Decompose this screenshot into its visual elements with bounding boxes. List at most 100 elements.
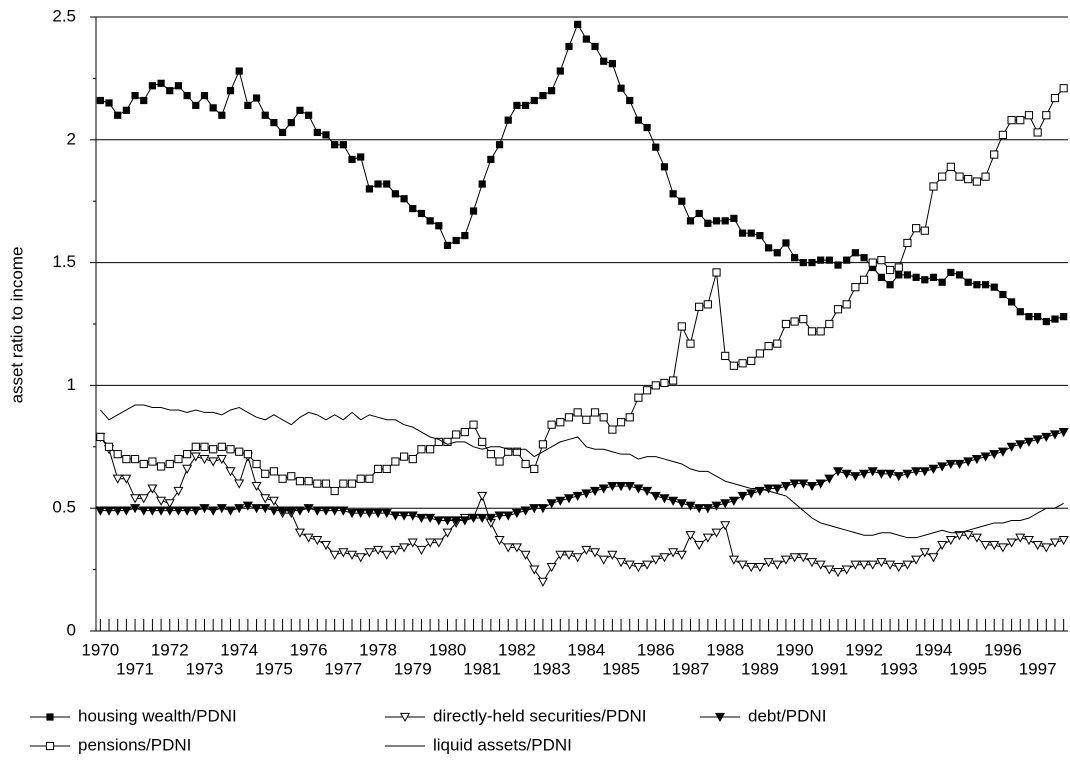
marker: [563, 550, 575, 560]
marker: [416, 513, 427, 524]
marker: [348, 155, 356, 164]
marker: [1059, 84, 1068, 93]
marker: [650, 491, 661, 501]
marker: [148, 457, 157, 466]
marker: [399, 712, 411, 723]
marker: [537, 504, 548, 514]
marker: [695, 209, 703, 218]
marker: [182, 506, 193, 516]
marker: [806, 481, 818, 492]
marker: [338, 506, 349, 516]
marker: [538, 440, 548, 449]
marker: [138, 494, 149, 504]
marker: [407, 511, 418, 521]
marker: [356, 474, 365, 483]
y-tick-label: 0.5: [52, 498, 76, 517]
marker: [286, 506, 297, 516]
marker: [763, 484, 774, 494]
marker: [617, 84, 625, 92]
marker: [296, 106, 304, 114]
marker: [216, 454, 227, 465]
marker: [634, 116, 643, 124]
marker: [642, 386, 652, 395]
marker: [1024, 111, 1034, 120]
marker: [928, 553, 939, 563]
marker: [390, 511, 401, 521]
marker: [616, 481, 627, 492]
marker: [834, 261, 842, 269]
marker: [573, 408, 582, 417]
marker: [251, 504, 262, 514]
marker: [460, 427, 469, 437]
marker: [426, 217, 434, 225]
marker: [841, 469, 852, 479]
marker: [200, 442, 209, 451]
marker: [156, 506, 167, 516]
marker: [1058, 536, 1069, 546]
x-tick-label: 1989: [741, 659, 779, 678]
marker: [563, 494, 575, 504]
marker: [730, 214, 738, 222]
x-tick-label: 1997: [1019, 659, 1057, 678]
x-tick-label: 1987: [672, 659, 710, 678]
x-tick-label: 1993: [880, 659, 918, 678]
marker: [773, 249, 781, 257]
marker: [425, 538, 436, 548]
marker: [833, 305, 843, 314]
marker: [555, 496, 566, 506]
marker: [199, 454, 210, 465]
marker: [1034, 313, 1042, 321]
marker: [764, 244, 773, 252]
marker: [183, 450, 192, 459]
marker: [989, 540, 1000, 551]
marker: [912, 273, 920, 281]
marker: [45, 741, 55, 751]
marker: [581, 489, 592, 499]
y-tick-label: 2.5: [52, 6, 76, 25]
marker: [399, 452, 409, 461]
marker: [278, 474, 287, 483]
marker: [477, 491, 488, 501]
marker: [633, 484, 644, 494]
marker: [443, 241, 452, 250]
marker: [737, 491, 748, 501]
marker: [452, 430, 461, 439]
marker: [789, 553, 800, 563]
marker: [1025, 313, 1033, 321]
marker: [626, 96, 634, 105]
marker: [113, 450, 122, 459]
marker: [972, 177, 981, 186]
marker: [487, 155, 495, 164]
marker: [321, 479, 331, 488]
marker: [980, 540, 991, 551]
marker: [459, 516, 470, 526]
marker: [581, 545, 592, 555]
marker: [130, 504, 141, 514]
x-tick-label: 1994: [915, 640, 953, 659]
marker: [225, 467, 236, 477]
marker: [469, 207, 478, 215]
marker: [164, 506, 175, 516]
marker: [530, 464, 539, 474]
marker: [964, 278, 972, 286]
marker: [278, 128, 287, 137]
marker: [417, 445, 426, 454]
marker: [1016, 116, 1025, 125]
marker: [945, 536, 956, 546]
marker: [365, 474, 374, 483]
marker: [243, 450, 252, 459]
marker: [997, 447, 1008, 457]
marker: [131, 91, 139, 100]
marker: [373, 464, 383, 474]
x-tick-label: 1985: [602, 659, 640, 678]
marker: [599, 413, 608, 422]
marker: [625, 413, 634, 422]
marker: [763, 558, 774, 568]
marker: [980, 452, 991, 462]
marker: [999, 290, 1007, 299]
marker: [841, 565, 852, 575]
marker: [469, 420, 478, 429]
marker: [217, 442, 226, 451]
x-tick-label: 1990: [776, 640, 814, 659]
marker: [339, 479, 348, 488]
